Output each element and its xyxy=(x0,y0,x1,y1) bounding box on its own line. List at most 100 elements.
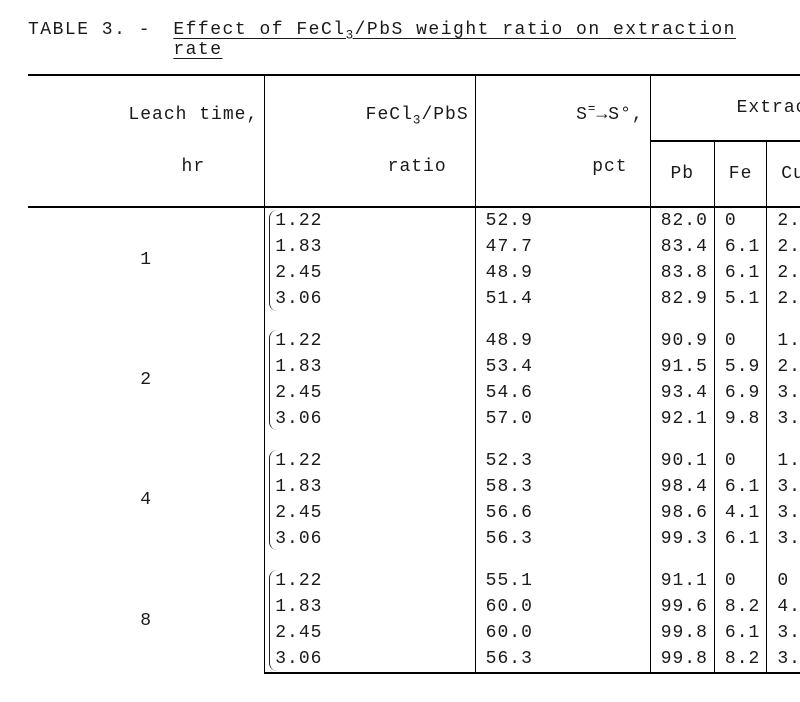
cell-cu: 1.4 xyxy=(767,448,800,474)
cell-sulfur: 51.4 xyxy=(475,286,650,312)
leach-top: Leach time, xyxy=(128,105,258,125)
table-row: 11.2252.982.002.33.41.80 xyxy=(28,207,800,234)
cell-sulfur: 53.4 xyxy=(475,354,650,380)
table-caption: TABLE 3. - Effect of FeCl3/PbS weight ra… xyxy=(28,20,772,60)
extraction-table: Leach time, hr FeCl3/PbS ratio S=→S°, pc… xyxy=(28,74,800,674)
cell-fe: 6.1 xyxy=(714,526,766,552)
cell-fe: 9.8 xyxy=(714,406,766,432)
ratio-bot: ratio xyxy=(388,157,447,177)
cell-pb: 83.4 xyxy=(650,234,714,260)
cell-ratio: 1.22 xyxy=(265,207,475,234)
cell-sulfur: 57.0 xyxy=(475,406,650,432)
cell-ratio: 1.22 xyxy=(265,448,475,474)
cell-cu: 3.4 xyxy=(767,474,800,500)
cell-sulfur: 47.7 xyxy=(475,234,650,260)
group-gap xyxy=(28,312,800,328)
cell-ratio: 2.45 xyxy=(265,620,475,646)
cell-sulfur: 48.9 xyxy=(475,328,650,354)
cell-cu: 3.6 xyxy=(767,646,800,673)
table-head: Leach time, hr FeCl3/PbS ratio S=→S°, pc… xyxy=(28,75,800,207)
cell-leach-time: 2 xyxy=(28,328,265,432)
cell-fe: 5.1 xyxy=(714,286,766,312)
cell-pb: 92.1 xyxy=(650,406,714,432)
cell-fe: 0 xyxy=(714,328,766,354)
cell-ratio: 1.83 xyxy=(265,474,475,500)
col-extraction-group: Extraction, pct xyxy=(650,75,800,141)
cell-pb: 90.9 xyxy=(650,328,714,354)
cell-sulfur: 48.9 xyxy=(475,260,650,286)
table-row: 41.2252.390.101.43.7029.5 xyxy=(28,448,800,474)
cell-pb: 99.6 xyxy=(650,594,714,620)
cell-cu: 2.3 xyxy=(767,207,800,234)
cell-sulfur: 58.3 xyxy=(475,474,650,500)
cell-fe: 0 xyxy=(714,207,766,234)
s-top: S=→S°, xyxy=(576,105,644,125)
cell-pb: 90.1 xyxy=(650,448,714,474)
cell-pb: 82.9 xyxy=(650,286,714,312)
cell-pb: 91.1 xyxy=(650,568,714,594)
cell-cu: 3.5 xyxy=(767,526,800,552)
cell-fe: 0 xyxy=(714,568,766,594)
group-gap xyxy=(28,552,800,568)
cell-ratio: 1.22 xyxy=(265,328,475,354)
cell-sulfur: 60.0 xyxy=(475,620,650,646)
cell-sulfur: 56.3 xyxy=(475,646,650,673)
cell-sulfur: 54.6 xyxy=(475,380,650,406)
cell-leach-time: 4 xyxy=(28,448,265,552)
cell-ratio: 1.83 xyxy=(265,234,475,260)
cell-pb: 83.8 xyxy=(650,260,714,286)
cell-cu: 2.7 xyxy=(767,286,800,312)
cell-ratio: 1.83 xyxy=(265,354,475,380)
cell-cu: 1.9 xyxy=(767,328,800,354)
cell-pb: 99.8 xyxy=(650,620,714,646)
cell-cu: 4.0 xyxy=(767,594,800,620)
cell-fe: 6.1 xyxy=(714,620,766,646)
cell-pb: 99.8 xyxy=(650,646,714,673)
col-pb: Pb xyxy=(650,141,714,207)
cell-cu: 2.7 xyxy=(767,234,800,260)
cell-ratio: 1.22 xyxy=(265,568,475,594)
cell-pb: 98.6 xyxy=(650,500,714,526)
cell-leach-time: 1 xyxy=(28,207,265,312)
col-leach-time: Leach time, hr xyxy=(28,75,265,207)
cell-sulfur: 52.3 xyxy=(475,448,650,474)
table-body: 11.2252.982.002.33.41.801.8347.783.46.12… xyxy=(28,207,800,673)
cell-fe: 4.1 xyxy=(714,500,766,526)
cell-pb: 99.3 xyxy=(650,526,714,552)
cell-pb: 98.4 xyxy=(650,474,714,500)
cell-ratio: 2.45 xyxy=(265,500,475,526)
cell-sulfur: 52.9 xyxy=(475,207,650,234)
ratio-top: FeCl3/PbS xyxy=(366,105,469,125)
cell-fe: 6.1 xyxy=(714,234,766,260)
table-row: 81.2255.191.1004.002.3 xyxy=(28,568,800,594)
cell-cu: 3.7 xyxy=(767,620,800,646)
cell-cu: 0 xyxy=(767,568,800,594)
cell-pb: 93.4 xyxy=(650,380,714,406)
cell-cu: 3.2 xyxy=(767,380,800,406)
cell-ratio: 3.06 xyxy=(265,526,475,552)
cell-fe: 8.2 xyxy=(714,594,766,620)
cell-sulfur: 55.1 xyxy=(475,568,650,594)
cell-fe: 6.9 xyxy=(714,380,766,406)
col-ratio: FeCl3/PbS ratio xyxy=(265,75,475,207)
cell-ratio: 3.06 xyxy=(265,286,475,312)
cell-sulfur: 56.6 xyxy=(475,500,650,526)
caption-text: Effect of FeCl3/PbS weight ratio on extr… xyxy=(173,20,772,60)
cell-fe: 8.2 xyxy=(714,646,766,673)
cell-ratio: 1.83 xyxy=(265,594,475,620)
cell-leach-time: 8 xyxy=(28,568,265,673)
cell-ratio: 3.06 xyxy=(265,646,475,673)
cell-sulfur: 56.3 xyxy=(475,526,650,552)
col-fe: Fe xyxy=(714,141,766,207)
table-row: 21.2248.990.901.93.52.326.9 xyxy=(28,328,800,354)
group-gap xyxy=(28,432,800,448)
cell-cu: 2.7 xyxy=(767,260,800,286)
cell-fe: 5.9 xyxy=(714,354,766,380)
s-bot: pct xyxy=(592,157,627,177)
leach-bot: hr xyxy=(182,157,206,177)
cell-pb: 91.5 xyxy=(650,354,714,380)
cell-cu: 2.9 xyxy=(767,354,800,380)
cell-pb: 82.0 xyxy=(650,207,714,234)
cell-ratio: 3.06 xyxy=(265,406,475,432)
cell-ratio: 2.45 xyxy=(265,260,475,286)
